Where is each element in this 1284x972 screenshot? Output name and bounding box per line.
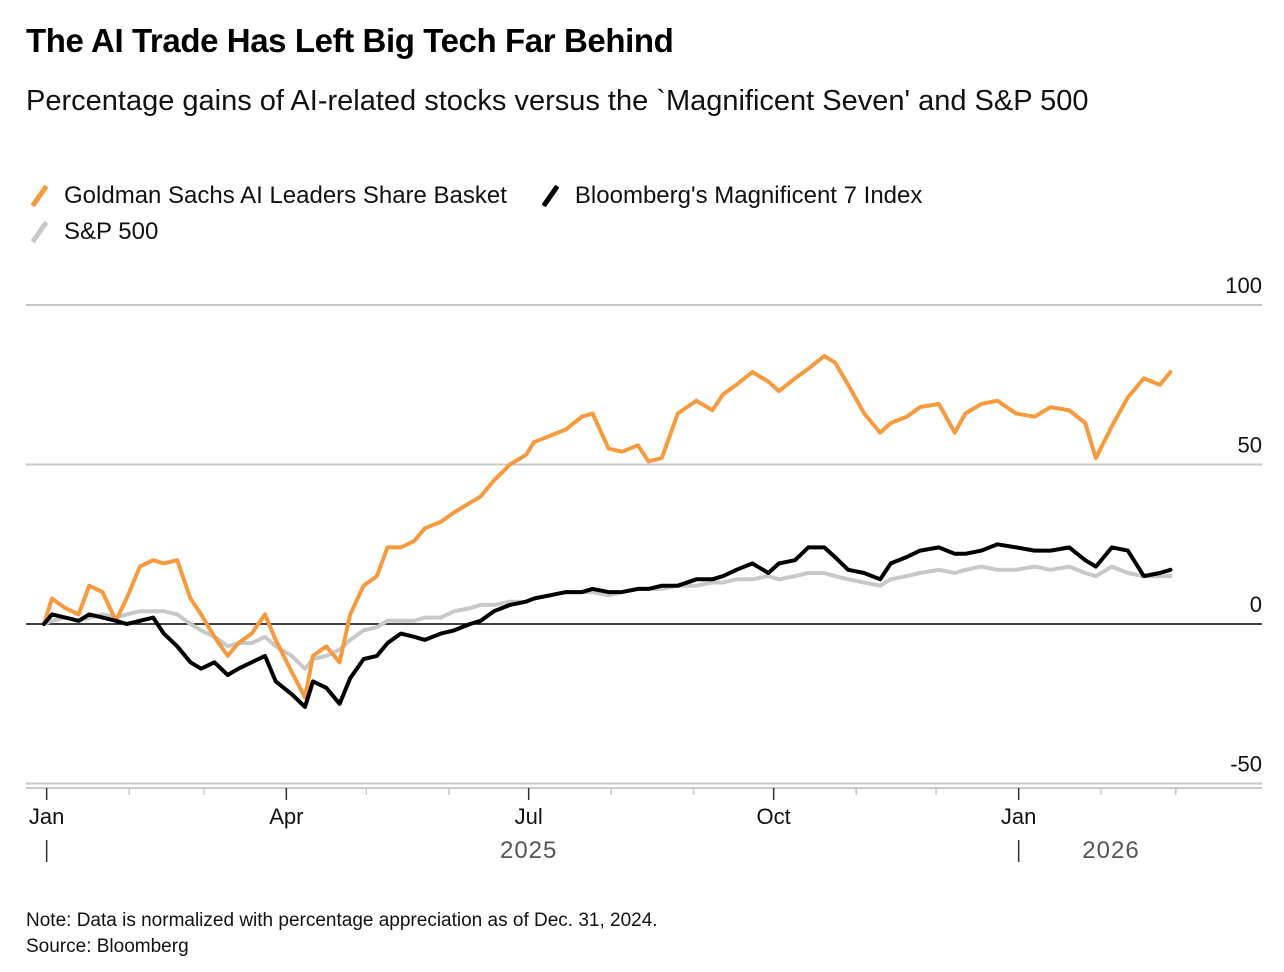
legend-swatch-orange-icon [26, 183, 52, 209]
series-line-ai-basket [42, 354, 1173, 700]
y-tick-label: 50 [1238, 433, 1262, 458]
legend-label: Bloomberg's Magnificent 7 Index [574, 182, 923, 209]
y-tick-label: -50 [1230, 752, 1262, 777]
legend-swatch-gray-icon [26, 219, 52, 245]
legend-item-sp500: S&P 500 [26, 218, 158, 246]
x-tick-label: Oct [757, 804, 791, 829]
grid-lines [26, 304, 1262, 785]
legend-swatch-black-icon [537, 183, 563, 209]
x-axis: Jan Apr Jul Oct Jan 2025 2026 [26, 787, 1262, 864]
series-line-sp500 [42, 564, 1173, 671]
year-label: 2026 [1082, 837, 1139, 864]
x-tick-label: Jan [1001, 804, 1036, 829]
series-line-mag7 [42, 542, 1173, 709]
y-tick-label: 0 [1250, 592, 1262, 617]
source: Source: Bloomberg [26, 936, 189, 957]
legend-item-ai-basket: Goldman Sachs AI Leaders Share Basket [26, 182, 507, 210]
line-chart: 100 50 0 -50 Jan Apr Jul Oct Jan 2025 2026 [26, 273, 1262, 864]
series-lines [42, 354, 1173, 709]
x-tick-label: Apr [269, 804, 303, 829]
legend-item-mag7: Bloomberg's Magnificent 7 Index [537, 182, 922, 210]
y-tick-label: 100 [1225, 273, 1262, 298]
legend-label: Goldman Sachs AI Leaders Share Basket [64, 182, 507, 209]
legend-label: S&P 500 [64, 218, 159, 245]
chart-subtitle: Percentage gains of AI-related stocks ve… [26, 85, 1089, 117]
footnote: Note: Data is normalized with percentage… [26, 910, 658, 931]
chart-title: The AI Trade Has Left Big Tech Far Behin… [26, 22, 674, 59]
footer: Note: Data is normalized with percentage… [26, 908, 658, 960]
legend: Goldman Sachs AI Leaders Share Basket Bl… [26, 178, 1266, 250]
year-label: 2025 [500, 837, 557, 864]
x-tick-label: Jul [515, 804, 543, 829]
x-tick-label: Jan [29, 804, 64, 829]
y-axis-ticks: 100 50 0 -50 [1225, 273, 1262, 777]
